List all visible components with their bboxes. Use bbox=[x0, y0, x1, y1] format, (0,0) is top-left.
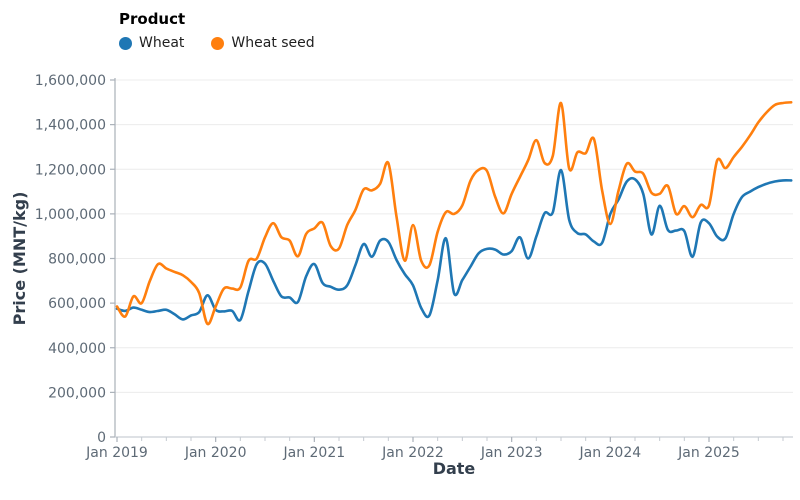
legend-items: Wheat Wheat seed bbox=[119, 35, 315, 51]
y-tick-label: 1,600,000 bbox=[35, 73, 106, 89]
y-tick-label: 200,000 bbox=[48, 385, 106, 401]
y-tick-label: 600,000 bbox=[48, 296, 106, 312]
legend-item-label: Wheat bbox=[139, 35, 185, 51]
x-tick-label: Jan 2025 bbox=[677, 445, 740, 461]
x-tick-label: Jan 2021 bbox=[282, 445, 345, 461]
wheat-swatch-icon bbox=[119, 36, 132, 50]
x-tick-label: Jan 2024 bbox=[578, 445, 641, 461]
y-tick-label: 1,400,000 bbox=[35, 118, 106, 134]
x-tick-label: Jan 2019 bbox=[85, 445, 148, 461]
x-tick-label: Jan 2023 bbox=[480, 445, 543, 461]
x-tick-label: Jan 2022 bbox=[381, 445, 444, 461]
wheat-seed-line bbox=[115, 101, 793, 326]
legend-item-label: Wheat seed bbox=[231, 35, 315, 51]
y-axis-title: Price (MNT/kg) bbox=[10, 192, 29, 326]
y-tick-label: 400,000 bbox=[48, 341, 106, 357]
legend: Product Wheat Wheat seed bbox=[119, 10, 315, 51]
y-tick-label: 1,200,000 bbox=[35, 162, 106, 178]
legend-item-wheat-seed: Wheat seed bbox=[211, 35, 315, 51]
y-tick-label: 1,000,000 bbox=[35, 207, 106, 223]
legend-title: Product bbox=[119, 10, 186, 28]
x-tick-label: Jan 2020 bbox=[184, 445, 247, 461]
wheat-seed-swatch-icon bbox=[211, 36, 225, 50]
legend-item-wheat: Wheat bbox=[119, 35, 184, 51]
y-tick-label: 0 bbox=[97, 430, 106, 446]
y-tick-label: 800,000 bbox=[48, 252, 106, 268]
x-axis-title: Date bbox=[433, 459, 476, 478]
wheat-line bbox=[115, 168, 793, 322]
